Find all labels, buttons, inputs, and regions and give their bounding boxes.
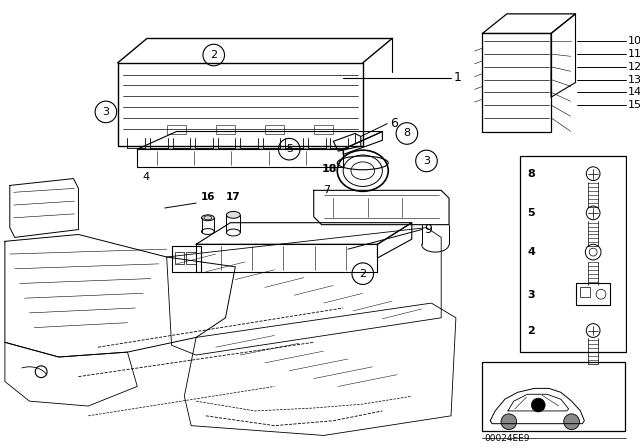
Text: 15: 15 xyxy=(627,100,640,110)
Bar xyxy=(265,125,284,134)
Bar xyxy=(483,362,625,431)
Bar xyxy=(580,288,590,297)
Bar xyxy=(175,252,184,264)
Bar xyxy=(314,125,333,134)
Text: 8: 8 xyxy=(403,129,410,138)
Text: 5: 5 xyxy=(527,208,535,218)
Text: 17: 17 xyxy=(226,192,241,202)
Bar xyxy=(186,252,196,264)
Text: 14: 14 xyxy=(627,87,640,97)
Text: 16: 16 xyxy=(200,192,215,202)
Bar xyxy=(577,284,610,305)
Circle shape xyxy=(531,398,545,412)
Text: 9: 9 xyxy=(424,223,433,236)
Text: 1: 1 xyxy=(454,71,462,84)
Circle shape xyxy=(564,414,579,430)
Text: 12: 12 xyxy=(627,62,640,72)
Text: 3: 3 xyxy=(102,107,109,117)
Text: 2: 2 xyxy=(210,50,218,60)
Circle shape xyxy=(501,414,516,430)
Text: 13: 13 xyxy=(627,74,640,85)
Text: 7: 7 xyxy=(324,185,331,195)
Bar xyxy=(172,246,201,272)
Text: 10: 10 xyxy=(627,36,640,46)
Text: 6: 6 xyxy=(390,117,398,130)
Bar xyxy=(216,125,236,134)
Bar xyxy=(166,125,186,134)
Text: 8: 8 xyxy=(527,169,535,179)
Text: 3: 3 xyxy=(423,156,430,166)
Text: 4: 4 xyxy=(527,247,535,257)
Text: 5: 5 xyxy=(285,144,292,154)
Text: 2: 2 xyxy=(527,326,535,336)
Text: 3: 3 xyxy=(527,290,535,300)
Text: 18: 18 xyxy=(321,164,337,174)
Text: 4: 4 xyxy=(142,172,149,181)
Text: 00024EE9: 00024EE9 xyxy=(484,434,530,443)
Ellipse shape xyxy=(227,211,240,218)
Text: 11: 11 xyxy=(627,49,640,59)
Ellipse shape xyxy=(202,215,214,221)
Text: 2: 2 xyxy=(359,269,366,279)
Bar xyxy=(520,156,625,352)
